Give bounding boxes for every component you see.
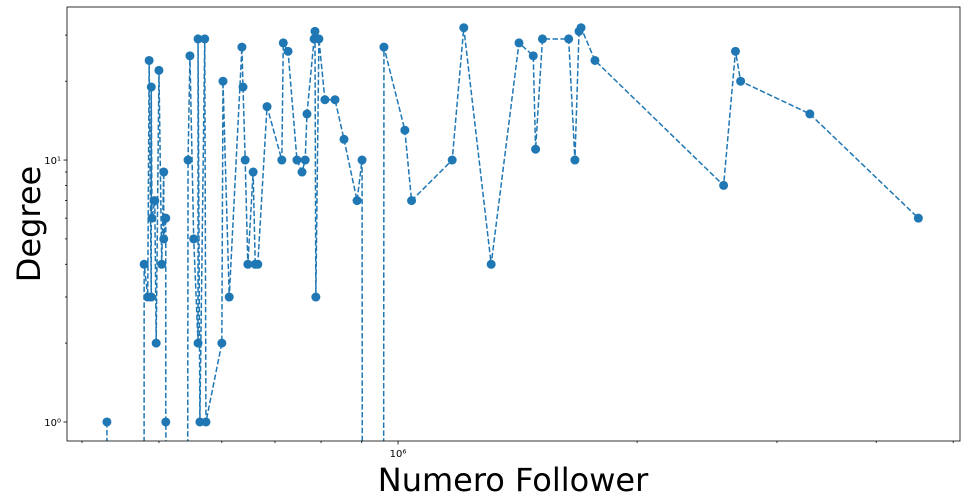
data-point xyxy=(310,26,320,36)
data-point xyxy=(185,51,195,61)
data-point xyxy=(218,76,228,86)
data-point xyxy=(736,76,746,86)
data-point xyxy=(352,196,362,206)
data-point xyxy=(537,34,547,44)
data-point xyxy=(144,55,154,65)
data-point xyxy=(248,167,258,177)
data-point xyxy=(193,338,203,348)
data-point xyxy=(514,38,524,48)
data-point xyxy=(193,34,203,44)
data-point xyxy=(157,259,167,269)
data-point xyxy=(314,34,324,44)
data-point xyxy=(576,23,586,33)
data-point xyxy=(302,109,312,119)
data-point xyxy=(357,155,367,165)
data-point xyxy=(183,155,193,165)
data-point xyxy=(253,259,263,269)
data-point xyxy=(913,213,923,223)
data-point xyxy=(719,180,729,190)
data-point xyxy=(447,155,457,165)
data-point xyxy=(159,234,169,244)
data-point xyxy=(407,196,417,206)
data-point xyxy=(531,144,541,154)
y-tick-label: 10⁰ xyxy=(44,418,61,429)
data-point xyxy=(528,51,538,61)
data-point xyxy=(459,23,469,33)
y-axis-label: Degree xyxy=(10,166,48,282)
data-point xyxy=(339,134,349,144)
data-point xyxy=(200,34,210,44)
data-point xyxy=(570,155,580,165)
data-point xyxy=(400,125,410,135)
data-point xyxy=(224,292,234,302)
plot-area xyxy=(102,23,923,441)
data-point xyxy=(102,417,112,427)
data-point xyxy=(283,46,293,56)
data-point xyxy=(311,292,321,302)
axes-frame xyxy=(66,6,961,442)
data-point xyxy=(297,167,307,177)
data-point xyxy=(237,42,247,52)
data-point xyxy=(730,46,740,56)
data-point xyxy=(161,417,171,427)
x-tick-label: 10⁶ xyxy=(390,449,407,460)
data-point xyxy=(217,338,227,348)
data-point xyxy=(277,155,287,165)
data-point xyxy=(564,34,574,44)
data-point xyxy=(805,109,815,119)
data-point xyxy=(262,102,272,112)
data-point xyxy=(159,167,169,177)
data-point xyxy=(189,234,199,244)
data-point xyxy=(320,95,330,105)
data-point xyxy=(243,259,253,269)
data-point xyxy=(330,95,340,105)
data-point xyxy=(278,38,288,48)
x-axis-label: Numero Follower xyxy=(378,461,649,499)
data-point xyxy=(146,292,156,302)
data-point xyxy=(161,213,171,223)
data-point xyxy=(151,338,161,348)
data-point xyxy=(147,213,157,223)
data-point xyxy=(590,55,600,65)
data-point xyxy=(379,42,389,52)
data-point xyxy=(240,155,250,165)
data-point xyxy=(146,82,156,92)
y-tick-label: 10¹ xyxy=(44,156,61,167)
data-point xyxy=(292,155,302,165)
data-point xyxy=(139,259,149,269)
data-point xyxy=(201,417,211,427)
data-point xyxy=(154,65,164,75)
data-point xyxy=(300,155,310,165)
data-point xyxy=(150,196,160,206)
data-point xyxy=(486,259,496,269)
data-point xyxy=(238,82,248,92)
